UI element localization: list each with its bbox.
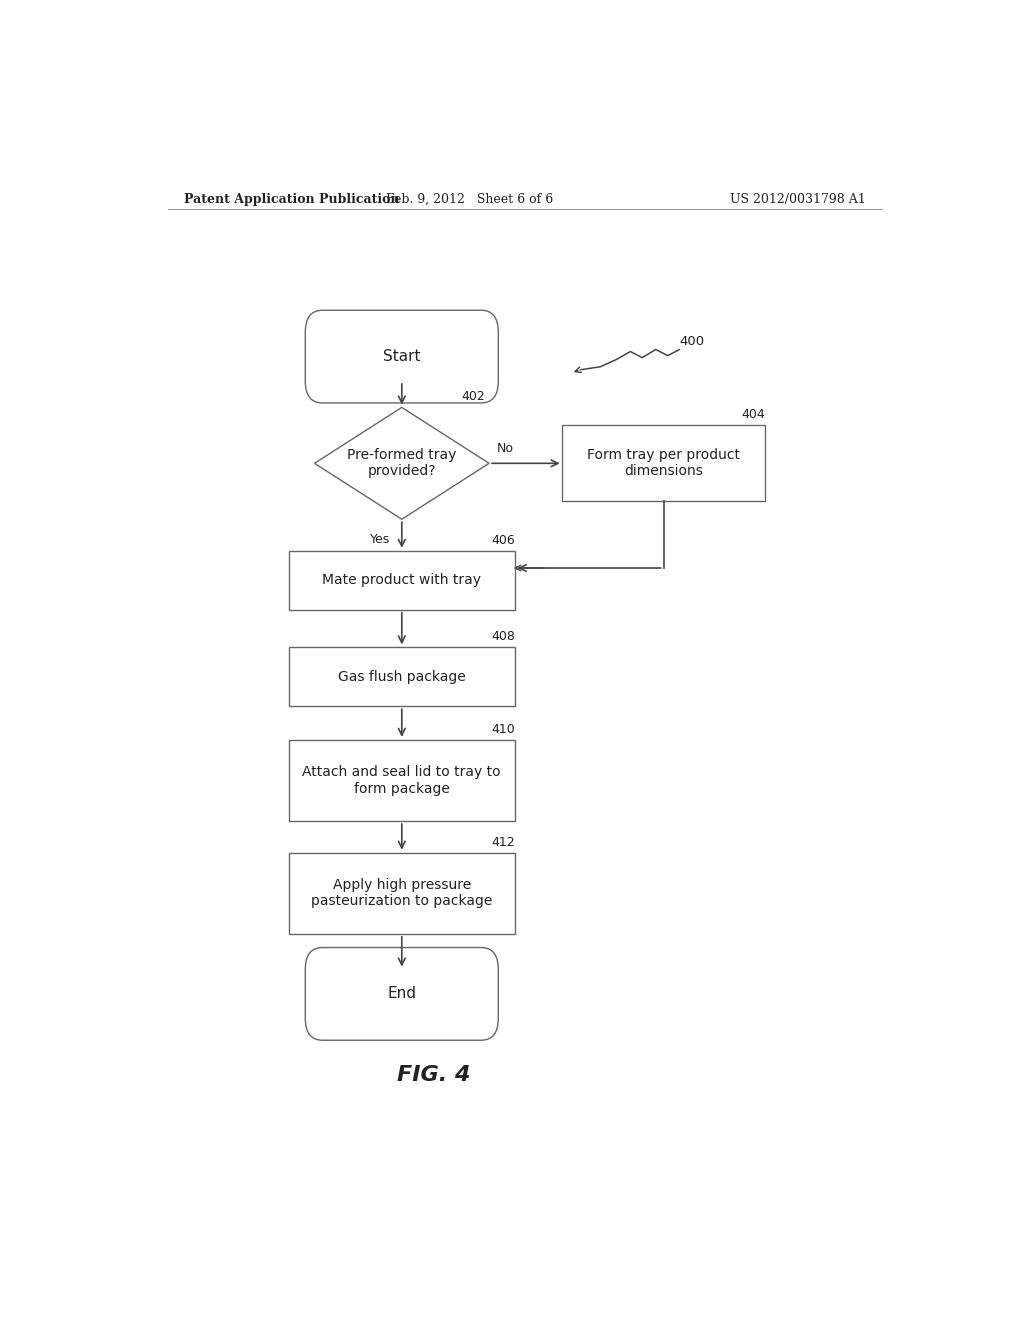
- Bar: [562, 425, 765, 502]
- Text: Patent Application Publication: Patent Application Publication: [183, 193, 399, 206]
- Text: Feb. 9, 2012   Sheet 6 of 6: Feb. 9, 2012 Sheet 6 of 6: [386, 193, 553, 206]
- Text: FIG. 4: FIG. 4: [396, 1065, 470, 1085]
- Text: Mate product with tray: Mate product with tray: [323, 573, 481, 587]
- Text: 410: 410: [492, 723, 515, 735]
- Text: Pre-formed tray
provided?: Pre-formed tray provided?: [347, 449, 457, 478]
- FancyBboxPatch shape: [305, 310, 499, 403]
- Text: No: No: [497, 442, 514, 455]
- Text: Yes: Yes: [370, 533, 390, 546]
- Text: Start: Start: [383, 348, 421, 364]
- Text: Apply high pressure
pasteurization to package: Apply high pressure pasteurization to pa…: [311, 878, 493, 908]
- FancyBboxPatch shape: [305, 948, 499, 1040]
- Text: Form tray per product
dimensions: Form tray per product dimensions: [587, 449, 740, 478]
- Text: 406: 406: [492, 533, 515, 546]
- Text: End: End: [387, 986, 417, 1002]
- Bar: [289, 550, 515, 610]
- Bar: [289, 853, 515, 935]
- Text: 400: 400: [680, 335, 705, 348]
- Bar: [289, 647, 515, 706]
- Text: 412: 412: [492, 836, 515, 849]
- Text: 404: 404: [741, 408, 765, 421]
- Text: Attach and seal lid to tray to
form package: Attach and seal lid to tray to form pack…: [302, 766, 501, 796]
- Bar: [289, 739, 515, 821]
- Text: 408: 408: [490, 630, 515, 643]
- Text: 402: 402: [462, 391, 485, 404]
- Text: Gas flush package: Gas flush package: [338, 669, 466, 684]
- Text: US 2012/0031798 A1: US 2012/0031798 A1: [730, 193, 866, 206]
- Polygon shape: [314, 408, 489, 519]
